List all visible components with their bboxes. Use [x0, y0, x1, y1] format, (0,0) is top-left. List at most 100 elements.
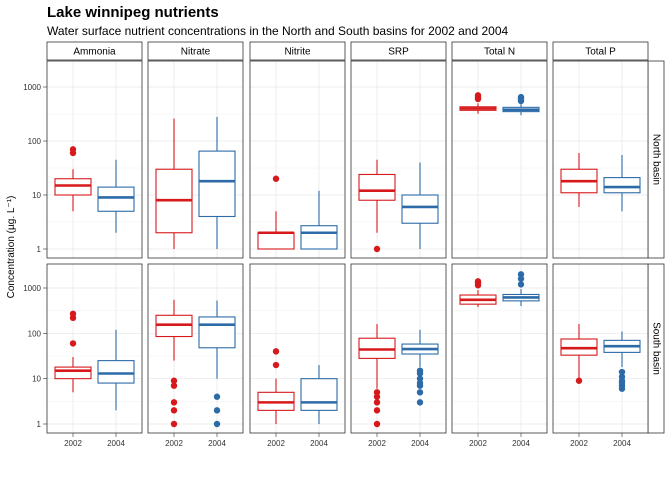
outlier-point: [213, 393, 221, 400]
panel-border: [350, 60, 447, 259]
y-tick-label: 10: [32, 191, 41, 200]
box-iqr: [54, 366, 92, 380]
panel-border: [46, 60, 143, 259]
box-north-basin-nitrite-2002: [257, 175, 295, 250]
outlier-point: [373, 399, 381, 406]
panel-border: [249, 263, 346, 434]
box-south-basin-srp-2002: [358, 324, 396, 428]
outlier-point: [170, 377, 178, 384]
outlier-point: [373, 393, 381, 400]
panel-border: [552, 263, 649, 434]
panel-background: [47, 61, 142, 258]
panel-background: [452, 61, 547, 258]
facet-column-label: Ammonia: [73, 47, 116, 58]
outlier-point: [416, 389, 424, 396]
outlier-point: [416, 399, 424, 406]
panel-border: [147, 60, 244, 259]
outlier-point: [272, 348, 280, 355]
box-south-basin-nitrite-2004: [300, 365, 338, 424]
facet-column-label: SRP: [388, 47, 409, 58]
box-south-basin-ammonia-2004: [97, 329, 135, 411]
y-tick-label: 1: [37, 245, 42, 254]
panel-background: [452, 264, 547, 433]
x-tick-label: 2002: [165, 439, 183, 448]
box-south-basin-total-n-2002: [459, 278, 497, 308]
outlier-point: [416, 382, 424, 389]
panel-background: [553, 61, 648, 258]
outlier-point: [170, 382, 178, 389]
panel-background: [47, 264, 142, 433]
box-south-basin-total-p-2002: [560, 324, 598, 384]
outlier-point: [618, 385, 626, 392]
outlier-point: [373, 420, 381, 428]
panel-background: [148, 264, 243, 433]
panel-border: [451, 60, 548, 259]
x-tick-label: 2002: [64, 439, 82, 448]
y-tick-label: 100: [28, 137, 42, 146]
outlier-point: [575, 377, 583, 384]
outlier-point: [170, 420, 178, 428]
panel-background: [351, 61, 446, 258]
box-north-basin-total-n-2004: [502, 93, 540, 116]
y-tick-label: 1: [37, 420, 42, 429]
facet-row-label: North basin: [650, 134, 661, 185]
outlier-point: [213, 420, 221, 428]
outlier-point: [618, 368, 626, 376]
x-tick-label: 2004: [107, 439, 125, 448]
box-north-basin-nitrate-2004: [198, 116, 236, 249]
x-tick-label: 2004: [613, 439, 631, 448]
facet-column-label: Total P: [585, 47, 616, 58]
box-north-basin-nitrate-2002: [155, 118, 193, 249]
box-iqr: [300, 225, 338, 250]
outlier-point: [272, 175, 280, 182]
outlier-point: [272, 361, 280, 369]
facet-row-label: South basin: [650, 322, 661, 375]
box-iqr: [401, 194, 439, 224]
facet-column-strip: [451, 41, 548, 61]
box-iqr: [97, 186, 135, 212]
outlier-point: [170, 399, 178, 406]
x-tick-label: 2004: [310, 439, 328, 448]
outlier-point: [416, 370, 424, 377]
x-tick-label: 2002: [267, 439, 285, 448]
chart-subtitle: Water surface nutrient concentrations in…: [47, 24, 509, 38]
y-tick-label: 100: [28, 329, 42, 338]
facet-column-strip: [147, 41, 244, 61]
box-south-basin-srp-2004: [401, 329, 439, 406]
facet-column-strip: [46, 41, 143, 61]
box-iqr: [300, 378, 338, 411]
outlier-point: [474, 92, 482, 99]
box-south-basin-total-n-2004: [502, 271, 540, 307]
outlier-point: [517, 275, 525, 282]
box-south-basin-ammonia-2002: [54, 310, 92, 393]
x-tick-label: 2004: [512, 439, 530, 448]
facet-column-strip: [552, 41, 649, 61]
box-south-basin-nitrate-2004: [198, 300, 236, 428]
x-tick-label: 2004: [208, 439, 226, 448]
y-tick-label: 1000: [23, 83, 41, 92]
outlier-point: [170, 407, 178, 414]
outlier-point: [69, 146, 77, 153]
box-iqr: [198, 316, 236, 349]
panel-border: [451, 263, 548, 434]
box-iqr: [97, 360, 135, 384]
panel-border: [350, 263, 447, 434]
box-south-basin-nitrite-2002: [257, 348, 295, 424]
outlier-point: [517, 93, 525, 101]
box-north-basin-total-p-2004: [603, 155, 641, 212]
panel-border: [46, 263, 143, 434]
box-iqr: [257, 232, 295, 250]
outlier-point: [517, 271, 525, 278]
facet-column-label: Nitrite: [284, 47, 311, 58]
box-north-basin-ammonia-2004: [97, 159, 135, 233]
box-iqr: [54, 178, 92, 196]
facet-column-strip: [350, 41, 447, 61]
outlier-point: [69, 340, 77, 347]
x-tick-label: 2004: [411, 439, 429, 448]
outlier-point: [373, 407, 381, 414]
facet-column-label: Nitrate: [181, 47, 211, 58]
box-iqr: [603, 177, 641, 194]
box-north-basin-total-n-2002: [459, 92, 497, 114]
outlier-point: [373, 389, 381, 396]
